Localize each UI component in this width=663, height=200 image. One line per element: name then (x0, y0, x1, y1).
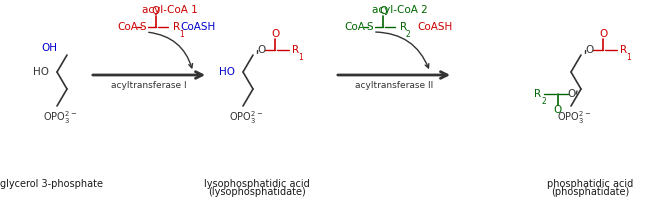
Text: R: R (292, 45, 299, 55)
Text: HO: HO (33, 67, 49, 77)
Text: O: O (271, 29, 279, 39)
Text: 1: 1 (298, 53, 303, 62)
Text: 2: 2 (406, 30, 411, 39)
FancyArrowPatch shape (376, 32, 429, 68)
Text: (lysophosphatidate): (lysophosphatidate) (208, 187, 306, 197)
Text: O: O (379, 6, 387, 16)
Text: lysophosphatidic acid: lysophosphatidic acid (204, 179, 310, 189)
Text: acyltransferase II: acyltransferase II (355, 82, 433, 90)
Text: HO: HO (219, 67, 235, 77)
Text: O: O (568, 89, 576, 99)
Text: O: O (554, 105, 562, 115)
Text: 1: 1 (179, 30, 184, 39)
Text: OH: OH (41, 43, 57, 53)
Text: CoASH: CoASH (180, 22, 215, 32)
Text: acyltransferase I: acyltransferase I (111, 82, 187, 90)
Text: acyl-CoA 1: acyl-CoA 1 (142, 5, 198, 15)
Text: R: R (173, 22, 180, 32)
Text: CoASH: CoASH (418, 22, 453, 32)
Text: O: O (585, 45, 593, 55)
Text: CoA: CoA (117, 22, 139, 32)
Text: OPO$_3^{2-}$: OPO$_3^{2-}$ (229, 110, 263, 126)
Text: CoA: CoA (345, 22, 365, 32)
Text: OPO$_3^{2-}$: OPO$_3^{2-}$ (43, 110, 77, 126)
Text: R: R (534, 89, 541, 99)
Text: acyl-CoA 2: acyl-CoA 2 (372, 5, 428, 15)
Text: R: R (620, 45, 627, 55)
Text: O: O (599, 29, 607, 39)
Text: O: O (152, 6, 160, 16)
Text: phosphatidic acid: phosphatidic acid (547, 179, 633, 189)
Text: 2: 2 (541, 97, 546, 106)
Text: (phosphatidate): (phosphatidate) (551, 187, 629, 197)
Text: O: O (257, 45, 265, 55)
Text: S: S (367, 22, 373, 32)
Text: glycerol 3-phosphate: glycerol 3-phosphate (1, 179, 103, 189)
Text: OPO$_3^{2-}$: OPO$_3^{2-}$ (557, 110, 591, 126)
FancyArrowPatch shape (149, 32, 192, 68)
Text: 1: 1 (626, 53, 631, 62)
Text: S: S (140, 22, 147, 32)
Text: R: R (400, 22, 407, 32)
